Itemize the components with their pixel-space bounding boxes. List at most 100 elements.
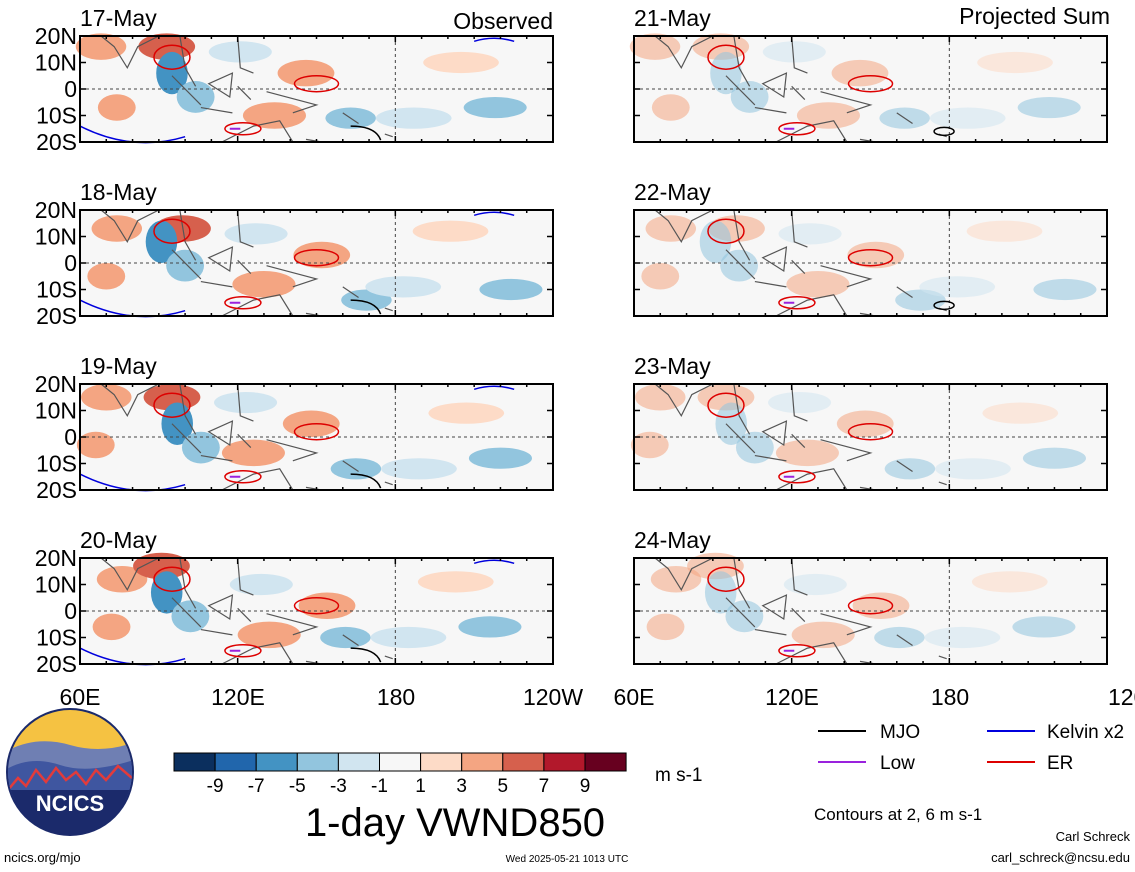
map-panel: 24-May xyxy=(633,527,1108,665)
er-contour xyxy=(224,122,262,136)
lon-tick-label: 120E xyxy=(765,684,819,710)
anomaly-shading xyxy=(330,458,382,480)
anomaly-shading xyxy=(935,458,1011,480)
anomaly-shading xyxy=(365,276,442,298)
anomaly-shading xyxy=(1022,447,1086,469)
anomaly-shading xyxy=(641,263,680,290)
anomaly-shading xyxy=(232,270,296,298)
anomaly-shading xyxy=(650,565,702,593)
anomaly-shading xyxy=(298,592,356,619)
lon-tick-label: 180 xyxy=(931,684,969,710)
anomaly-shading xyxy=(370,626,447,649)
colorbar-swatch xyxy=(584,752,627,772)
anomaly-shading xyxy=(730,81,769,113)
footer-email[interactable]: carl_schreck@ncsu.edu xyxy=(991,850,1130,865)
er-contour xyxy=(707,218,745,244)
mjo-contour xyxy=(933,126,955,137)
anomaly-shading xyxy=(224,223,288,245)
er-contour xyxy=(293,422,340,441)
er-contour xyxy=(778,122,816,136)
panel-date: 21-May xyxy=(634,5,711,31)
anomaly-shading xyxy=(874,626,925,649)
coastline xyxy=(100,557,393,665)
er-contour xyxy=(707,44,745,70)
colorbar-label: -3 xyxy=(330,776,347,797)
anomaly-shading xyxy=(791,621,855,649)
lat-tick-label: 20S xyxy=(36,303,77,329)
anomaly-shading xyxy=(704,571,737,614)
anomaly-shading xyxy=(919,276,996,298)
anomaly-shading xyxy=(778,223,842,245)
lon-tick-label: 120E xyxy=(211,684,265,710)
er-contour xyxy=(153,392,191,418)
lon-tick-label: 120W xyxy=(523,684,583,710)
panel-date: 22-May xyxy=(634,179,711,205)
legend-label-er: ER xyxy=(1047,753,1073,774)
anomaly-shading xyxy=(229,573,293,596)
anomaly-shading xyxy=(133,552,190,580)
coastline xyxy=(654,383,947,491)
lat-tick-label: 20N xyxy=(35,545,77,571)
lat-tick-label: 10S xyxy=(36,103,77,129)
anomaly-shading xyxy=(143,384,201,411)
coastline xyxy=(654,35,947,143)
lat-tick-label: 0 xyxy=(64,598,77,624)
lat-tick-label: 10N xyxy=(35,572,77,598)
footer-timestamp: Wed 2025-05-21 1013 UTC xyxy=(506,854,629,865)
er-contour xyxy=(707,566,745,592)
lon-tick-label: 60E xyxy=(614,684,655,710)
anomaly-shading xyxy=(768,391,832,414)
anomaly-shading xyxy=(320,626,371,649)
lat-tick-label: 10S xyxy=(36,277,77,303)
colorbar-swatch xyxy=(255,752,298,772)
colorbar-label: -1 xyxy=(371,776,388,797)
anomaly-shading xyxy=(852,592,910,619)
legend-label-kelvin: Kelvin x2 xyxy=(1047,722,1124,743)
colorbar-swatch xyxy=(420,752,463,772)
anomaly-shading xyxy=(646,613,685,641)
column-title-observed: Observed xyxy=(453,8,553,34)
anomaly-shading xyxy=(982,402,1059,424)
anomaly-shading xyxy=(629,33,681,60)
anomaly-shading xyxy=(463,96,527,119)
map-panel: 23-May xyxy=(630,353,1108,491)
anomaly-shading xyxy=(977,51,1053,74)
lat-tick-label: 0 xyxy=(64,76,77,102)
anomaly-shading xyxy=(92,613,131,641)
anomaly-shading xyxy=(929,107,1006,129)
anomaly-shading xyxy=(76,431,115,459)
anomaly-shading xyxy=(966,220,1043,242)
anomaly-shading xyxy=(242,102,306,129)
anomaly-shading xyxy=(176,81,215,113)
colorbar-label: 7 xyxy=(539,776,550,797)
anomaly-shading xyxy=(783,573,847,596)
anomaly-shading xyxy=(214,391,278,414)
er-contour xyxy=(847,422,894,441)
mjo-contour xyxy=(933,300,955,311)
er-contour xyxy=(847,248,894,267)
contours-note: Contours at 2, 6 m s-1 xyxy=(814,805,982,824)
lat-tick-label: 20S xyxy=(36,477,77,503)
map-panel: 22-May xyxy=(633,179,1108,317)
footer-url[interactable]: ncics.org/mjo xyxy=(4,850,81,865)
colorbar-swatch xyxy=(296,752,339,772)
anomaly-shading xyxy=(81,384,132,411)
mjo-contour xyxy=(350,299,382,315)
anomaly-shading xyxy=(75,33,127,60)
anomaly-shading xyxy=(381,458,457,480)
anomaly-shading xyxy=(208,41,272,63)
lat-tick-label: 20N xyxy=(35,197,77,223)
panel-date: 24-May xyxy=(634,527,711,553)
anomaly-shading xyxy=(428,402,505,424)
colorbar-swatch xyxy=(379,752,422,772)
er-contour xyxy=(847,74,894,93)
er-contour xyxy=(153,218,191,244)
er-contour xyxy=(153,44,191,70)
lon-tick-label: 120W xyxy=(1108,684,1135,710)
lon-tick-label: 60E xyxy=(60,684,101,710)
colorbar-label: -7 xyxy=(248,776,265,797)
anomaly-shading xyxy=(91,215,143,242)
